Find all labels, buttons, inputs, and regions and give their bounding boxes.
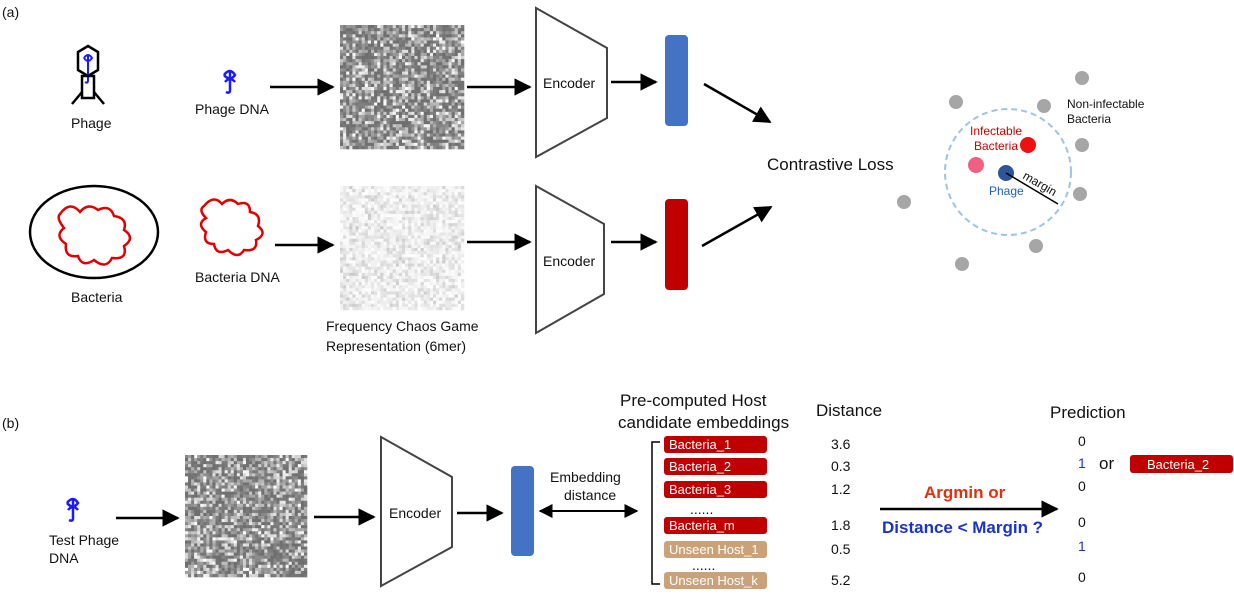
fcgr-caption-line2: Representation (6mer) xyxy=(326,338,466,354)
non-infectable-label-line1: Non-infectable xyxy=(1067,97,1145,111)
fcgr-image-test-phage xyxy=(185,455,308,578)
candidate-name: Bacteria_m xyxy=(669,518,735,533)
phage-icon xyxy=(71,44,105,105)
bacteria-cell-icon xyxy=(28,184,160,280)
embedding-distance-line2: distance xyxy=(564,487,616,503)
distance-header: Distance xyxy=(816,401,882,420)
arrow-phage-embedding-to-loss xyxy=(703,82,772,124)
candidate-name: Bacteria_1 xyxy=(669,437,731,452)
encoder-b-label: Encoder xyxy=(389,505,441,521)
candidate-distance: 0.5 xyxy=(831,541,851,557)
bacteria-dna-label: Bacteria DNA xyxy=(195,269,280,285)
contrastive-loss-label: Contrastive Loss xyxy=(767,155,894,174)
candidate-pill xyxy=(664,458,767,475)
phage-label: Phage xyxy=(71,115,112,131)
prediction-header: Prediction xyxy=(1050,403,1126,422)
candidate-prediction: 0 xyxy=(1078,514,1086,530)
distance-list: 3.6 0.3 1.2 1.8 0.5 5.2 xyxy=(831,436,851,588)
candidate-pill xyxy=(664,481,767,498)
arrow-bacteria-embedding-to-loss xyxy=(701,205,773,248)
infectable-label-line2: Bacteria xyxy=(974,139,1018,153)
margin-label: margin xyxy=(1021,168,1060,198)
non-infectable-point xyxy=(897,195,911,209)
test-phage-label-line1: Test Phage xyxy=(49,532,119,548)
candidate-pill xyxy=(664,517,767,534)
encoder-bottom-label: Encoder xyxy=(543,253,595,269)
fcgr-image-bacteria xyxy=(340,186,465,311)
precomputed-header-line1: Pre-computed Host xyxy=(620,391,767,410)
infectable-point xyxy=(1020,137,1036,153)
candidate-prediction: 1 xyxy=(1078,538,1086,554)
phage-dna-icon xyxy=(223,69,237,94)
encoder-b xyxy=(380,435,453,588)
non-infectable-point xyxy=(955,257,969,271)
prediction-list: 0 1 0 0 1 0 xyxy=(1078,433,1086,585)
candidate-distance: 0.3 xyxy=(831,458,851,474)
selected-host-pill xyxy=(1130,455,1233,473)
test-phage-dna-icon xyxy=(66,497,80,522)
distance-margin-label: Distance < Margin ? xyxy=(882,518,1043,537)
infectable-label-line1: Infectable xyxy=(970,124,1022,138)
phage-point-label: Phage xyxy=(989,184,1024,198)
margin-line xyxy=(1005,172,1059,205)
or-label: or xyxy=(1099,454,1114,473)
non-infectable-point xyxy=(1029,239,1043,253)
candidate-pill xyxy=(664,572,767,589)
fcgr-caption-line1: Frequency Chaos Game xyxy=(326,318,479,334)
panel-a-tag: (a) xyxy=(2,4,19,20)
candidate-name: Unseen Host_1 xyxy=(669,542,759,557)
candidate-prediction: 0 xyxy=(1078,478,1086,494)
selected-host-label: Bacteria_2 xyxy=(1147,457,1209,472)
phage-embedding xyxy=(665,35,688,126)
candidate-name: Unseen Host_k xyxy=(669,573,758,588)
candidate-prediction: 0 xyxy=(1078,569,1086,585)
phage-dna-label: Phage DNA xyxy=(195,101,270,117)
candidate-pill xyxy=(664,541,767,558)
candidate-bracket xyxy=(651,441,660,585)
encoder-top xyxy=(535,6,608,159)
candidate-prediction: 0 xyxy=(1078,433,1086,449)
encoder-bottom xyxy=(535,184,605,335)
candidate-pill xyxy=(664,436,767,453)
bacteria-label: Bacteria xyxy=(71,289,123,305)
test-phage-label-line2: DNA xyxy=(49,550,79,566)
candidate-distance: 3.6 xyxy=(831,436,851,452)
fcgr-image-phage xyxy=(340,25,465,150)
candidate-prediction: 1 xyxy=(1078,455,1086,471)
candidate-list: Bacteria_1 Bacteria_2 Bacteria_3 Bacteria_m… xyxy=(664,436,767,589)
non-infectable-point xyxy=(1075,71,1089,85)
precomputed-header-line2: candidate embeddings xyxy=(618,413,789,432)
non-infectable-point xyxy=(1075,138,1089,152)
non-infectable-label-line2: Bacteria xyxy=(1067,112,1111,126)
bacteria-embedding xyxy=(665,199,688,290)
candidate-name: Bacteria_2 xyxy=(669,459,731,474)
encoder-top-label: Encoder xyxy=(543,75,595,91)
margin-circle xyxy=(944,108,1072,236)
candidate-ellipsis-known: ...... xyxy=(690,501,713,517)
test-phage-embedding xyxy=(511,466,534,556)
candidate-ellipsis-unseen: ...... xyxy=(692,557,715,573)
candidate-name: Bacteria_3 xyxy=(669,482,731,497)
candidate-distance: 5.2 xyxy=(831,572,851,588)
non-infectable-point xyxy=(1037,99,1051,113)
candidate-distance: 1.2 xyxy=(831,481,851,497)
panel-b-tag: (b) xyxy=(2,415,19,431)
embedding-distance-line1: Embedding xyxy=(550,469,621,485)
argmin-label: Argmin or xyxy=(924,483,1006,502)
candidate-distance: 1.8 xyxy=(831,517,851,533)
bacteria-dna-icon xyxy=(199,198,264,257)
embedding-space: margin Phage Infectable Bacteria Non-inf… xyxy=(897,71,1145,271)
non-infectable-point xyxy=(949,95,963,109)
infectable-point xyxy=(968,157,984,173)
non-infectable-point xyxy=(1073,187,1087,201)
